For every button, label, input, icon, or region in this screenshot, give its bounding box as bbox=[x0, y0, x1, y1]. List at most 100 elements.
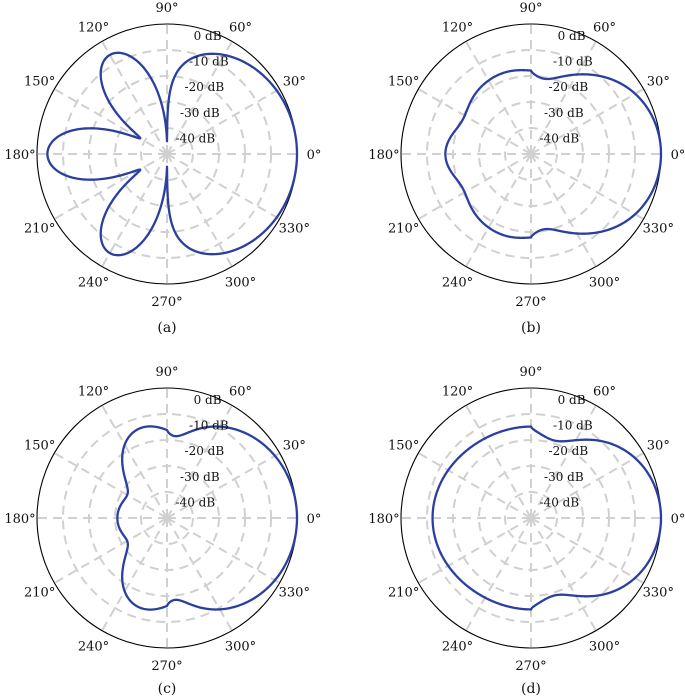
radial-tick-label: 0 dB bbox=[194, 393, 222, 407]
radial-tick-label: 0 dB bbox=[558, 29, 586, 43]
grid-ring bbox=[62, 49, 272, 259]
grid-spoke bbox=[166, 452, 281, 519]
angle-tick-label: 90° bbox=[519, 365, 542, 380]
angle-tick-label: 90° bbox=[519, 1, 542, 16]
polar-panel-4: 0° 30° 60° 90° 120° 150° 180° 210° 240° 270° 300° 3… bbox=[368, 365, 685, 697]
grid-spoke bbox=[53, 153, 168, 220]
grid-ring bbox=[426, 413, 636, 623]
radial-tick-label: -40 dB bbox=[176, 495, 216, 509]
angle-tick-label: 90° bbox=[155, 1, 178, 16]
grid-spoke bbox=[465, 153, 532, 268]
radial-tick-label: -40 dB bbox=[540, 131, 580, 145]
radial-tick-label: -30 dB bbox=[544, 470, 584, 484]
angle-tick-label: 60° bbox=[229, 385, 252, 400]
angle-tick-label: 300° bbox=[225, 639, 256, 654]
grid-spoke bbox=[166, 517, 281, 584]
grid-ring bbox=[504, 127, 558, 181]
radial-tick-label: -40 dB bbox=[176, 131, 216, 145]
angle-tick-label: 120° bbox=[78, 21, 109, 36]
grid-spoke bbox=[530, 517, 645, 584]
grid-spoke bbox=[530, 40, 597, 155]
radial-tick-label: -40 dB bbox=[540, 495, 580, 509]
grid-spoke bbox=[465, 40, 532, 155]
angle-tick-label: 60° bbox=[593, 385, 616, 400]
grid-spoke bbox=[465, 404, 532, 519]
radiation-pattern-line bbox=[116, 425, 299, 611]
angle-tick-label: 60° bbox=[229, 21, 252, 36]
panel-caption: (c) bbox=[158, 681, 177, 697]
grid-spoke bbox=[166, 88, 281, 155]
angle-tick-label: 300° bbox=[225, 275, 256, 290]
grid-ring bbox=[62, 413, 272, 623]
angle-tick-label: 270° bbox=[515, 659, 546, 674]
grid-spoke bbox=[530, 404, 597, 519]
radial-tick-label: -20 dB bbox=[185, 444, 225, 458]
radial-tick-label: 0 dB bbox=[558, 393, 586, 407]
angle-tick-label: 150° bbox=[388, 75, 419, 90]
angle-tick-label: 150° bbox=[388, 439, 419, 454]
angle-tick-label: 30° bbox=[283, 439, 306, 454]
grid-spoke bbox=[530, 153, 597, 268]
radiation-pattern-line bbox=[444, 69, 663, 239]
angle-tick-label: 60° bbox=[593, 21, 616, 36]
angle-tick-label: 240° bbox=[78, 639, 109, 654]
grid-spoke bbox=[417, 517, 532, 584]
angle-tick-label: 180° bbox=[368, 512, 399, 527]
angle-tick-label: 120° bbox=[442, 385, 473, 400]
grid-spoke bbox=[166, 153, 233, 268]
angle-tick-label: 210° bbox=[388, 586, 419, 601]
grid-spoke bbox=[166, 404, 233, 519]
grid-spoke bbox=[53, 517, 168, 584]
angle-tick-label: 180° bbox=[4, 148, 35, 163]
grid-spoke bbox=[417, 88, 532, 155]
angle-tick-label: 180° bbox=[368, 148, 399, 163]
grid-spoke bbox=[530, 517, 597, 632]
panel-caption: (d) bbox=[521, 681, 541, 697]
radial-tick-label: -10 dB bbox=[189, 55, 229, 69]
radial-tick-label: -10 dB bbox=[553, 55, 593, 69]
grid-spoke bbox=[166, 517, 233, 632]
radial-tick-label: -20 dB bbox=[549, 80, 589, 94]
grid-spoke bbox=[530, 88, 645, 155]
angle-tick-label: 330° bbox=[643, 586, 674, 601]
angle-tick-label: 300° bbox=[589, 639, 620, 654]
grid-spoke bbox=[53, 88, 168, 155]
radial-tick-label: -10 dB bbox=[189, 419, 229, 433]
radial-tick-label: -30 dB bbox=[180, 470, 220, 484]
angle-tick-label: 330° bbox=[279, 222, 310, 237]
angle-tick-label: 120° bbox=[78, 385, 109, 400]
grid-ring bbox=[426, 49, 636, 259]
angle-tick-label: 300° bbox=[589, 275, 620, 290]
radial-tick-label: -30 dB bbox=[180, 106, 220, 120]
angle-tick-label: 180° bbox=[4, 512, 35, 527]
grid-spoke bbox=[417, 452, 532, 519]
polar-panel-3: 0° 30° 60° 90° 120° 150° 180° 210° 240° 270° 300° 3… bbox=[4, 365, 321, 697]
angle-tick-label: 30° bbox=[647, 439, 670, 454]
angle-tick-label: 150° bbox=[24, 439, 55, 454]
angle-tick-label: 330° bbox=[643, 222, 674, 237]
angle-tick-label: 270° bbox=[151, 659, 182, 674]
grid-spoke bbox=[166, 153, 281, 220]
angle-tick-label: 240° bbox=[78, 275, 109, 290]
grid-spoke bbox=[417, 153, 532, 220]
angle-tick-label: 0° bbox=[671, 512, 685, 527]
radiation-pattern-line bbox=[46, 51, 299, 257]
angle-tick-label: 0° bbox=[307, 148, 322, 163]
angle-tick-label: 210° bbox=[24, 586, 55, 601]
grid-spoke bbox=[530, 153, 645, 220]
panel-caption: (b) bbox=[521, 320, 541, 336]
grid-ring bbox=[504, 491, 558, 545]
angle-tick-label: 270° bbox=[151, 295, 182, 310]
angle-tick-label: 90° bbox=[155, 365, 178, 380]
grid-spoke bbox=[101, 517, 168, 632]
angle-tick-label: 0° bbox=[671, 148, 685, 163]
grid-spoke bbox=[530, 452, 645, 519]
angle-tick-label: 150° bbox=[24, 75, 55, 90]
radiation-pattern-line bbox=[431, 425, 663, 611]
grid-spoke bbox=[101, 153, 168, 268]
angle-tick-label: 30° bbox=[647, 75, 670, 90]
polar-panel-2: 0° 30° 60° 90° 120° 150° 180° 210° 240° 270° 300° 3… bbox=[368, 1, 685, 336]
radial-tick-label: 0 dB bbox=[194, 29, 222, 43]
angle-tick-label: 30° bbox=[283, 75, 306, 90]
